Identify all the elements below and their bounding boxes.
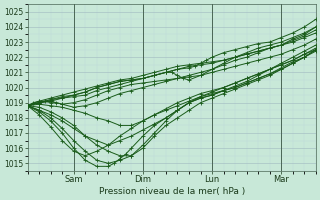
X-axis label: Pression niveau de la mer( hPa ): Pression niveau de la mer( hPa ) bbox=[99, 187, 245, 196]
